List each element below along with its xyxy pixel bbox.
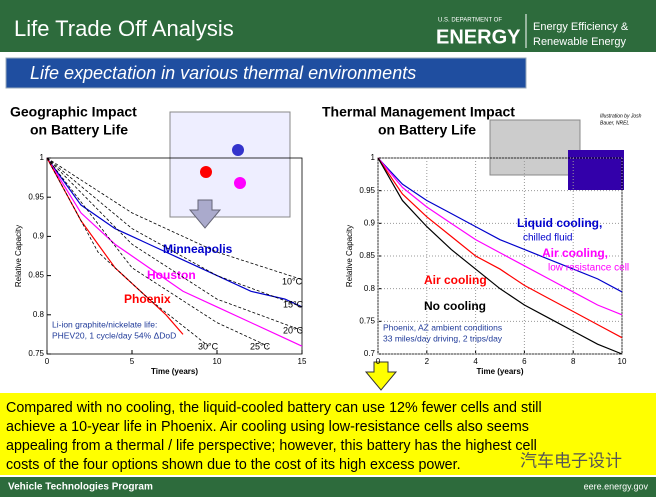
x-tick-label: 0: [376, 357, 381, 366]
y-axis-label: Relative Capacity: [345, 225, 354, 287]
footer-right: eere.energy.gov: [584, 481, 649, 491]
series-label: Houston: [147, 268, 196, 282]
chart-title: on Battery Life: [378, 122, 476, 138]
caption-box: [0, 393, 656, 475]
y-tick-label: 0.75: [28, 349, 44, 358]
map-image: [169, 111, 291, 218]
map-dot: [232, 144, 244, 156]
series-label: 30°C: [198, 341, 219, 351]
caption: appealing from a thermal / life perspect…: [6, 438, 537, 454]
series-label: Air cooling: [424, 273, 487, 287]
y-axis-label: Relative Capacity: [14, 225, 23, 287]
y-tick-label: 1: [371, 153, 376, 162]
banner: [5, 57, 527, 89]
map-dot: [234, 177, 246, 189]
y-tick-label: 0.7: [364, 349, 376, 358]
plot-area: [46, 157, 303, 355]
series-line: [46, 157, 209, 347]
credit: Bauer, NREL: [600, 120, 629, 126]
thermal-image: [568, 150, 624, 190]
series-line: [377, 157, 623, 339]
caption: costs of the four options shown due to t…: [6, 457, 461, 473]
series-sublabel: chilled fluid: [523, 233, 572, 244]
series-line: [46, 157, 303, 347]
eere: Energy Efficiency &: [533, 21, 629, 33]
series-label: Air cooling,: [542, 246, 608, 260]
annotation: PHEV20, 1 cycle/day 54% ΔDoD: [52, 330, 176, 340]
series-label: Minneapolis: [163, 242, 233, 256]
annotation: Phoenix, AZ ambient conditions: [383, 322, 502, 332]
x-axis-label: Time (years): [477, 367, 524, 376]
slide-title: Life Trade Off Analysis: [14, 16, 234, 41]
y-tick-label: 0.9: [364, 218, 376, 227]
series-label: Phoenix: [124, 292, 171, 306]
x-tick-label: 6: [522, 357, 527, 366]
y-tick-label: 0.85: [359, 251, 375, 260]
y-tick-label: 0.8: [364, 284, 376, 293]
doe-line: U.S. DEPARTMENT OF: [438, 18, 502, 24]
footer-left: Vehicle Technologies Program: [8, 482, 153, 493]
series-label: 10°C: [282, 276, 303, 286]
chart-title: on Battery Life: [30, 122, 128, 138]
series-label: 20°C: [283, 325, 304, 335]
x-tick-label: 5: [130, 357, 135, 366]
series-line: [377, 157, 623, 316]
y-tick-label: 0.85: [28, 271, 44, 280]
footer-bar: [0, 477, 656, 497]
series-line: [46, 157, 303, 280]
caption: Compared with no cooling, the liquid-coo…: [6, 400, 542, 416]
series-label: 15°C: [283, 299, 304, 309]
x-tick-label: 15: [298, 357, 307, 366]
annotation: Li-ion graphite/nickelate life:: [52, 319, 157, 329]
credit: Illustration by Josh: [600, 113, 642, 119]
y-tick-label: 0.95: [359, 186, 375, 195]
series-label: 25°C: [250, 341, 271, 351]
series-line: [377, 157, 623, 293]
header-bar: [0, 0, 656, 52]
caption: achieve a 10-year life in Phoenix. Air c…: [6, 419, 529, 435]
map-dot: [200, 166, 212, 178]
chart-title: Geographic Impact: [10, 104, 137, 120]
x-tick-label: 0: [45, 357, 50, 366]
x-tick-label: 2: [425, 357, 430, 366]
y-tick-label: 0.8: [33, 310, 45, 319]
annotation: 33 miles/day driving, 2 trips/day: [383, 333, 503, 343]
banner-text: Life expectation in various thermal envi…: [30, 63, 416, 83]
arrow: [188, 199, 222, 229]
series-line: [46, 157, 303, 308]
x-tick-label: 8: [571, 357, 576, 366]
series-line: [46, 157, 303, 308]
y-tick-label: 0.75: [359, 316, 375, 325]
chart-title: Thermal Management Impact: [322, 104, 515, 120]
y-tick-label: 1: [40, 153, 45, 162]
series-line: [377, 157, 623, 355]
x-tick-label: 4: [473, 357, 478, 366]
series-sublabel: low resistance cell: [548, 263, 629, 274]
series-label: Liquid cooling,: [517, 216, 602, 230]
x-tick-label: 10: [213, 357, 222, 366]
eere: Renewable Energy: [533, 36, 626, 48]
y-tick-label: 0.9: [33, 232, 45, 241]
x-axis-label: Time (years): [151, 367, 198, 376]
battery-image: [489, 119, 581, 176]
doe-name: ENERGY: [436, 26, 521, 48]
series-line: [46, 157, 303, 331]
series-label: No cooling: [424, 299, 486, 313]
y-tick-label: 0.95: [28, 192, 44, 201]
watermark: 汽车电子设计: [520, 451, 622, 470]
x-tick-label: 10: [618, 357, 627, 366]
arrow: [364, 361, 398, 391]
